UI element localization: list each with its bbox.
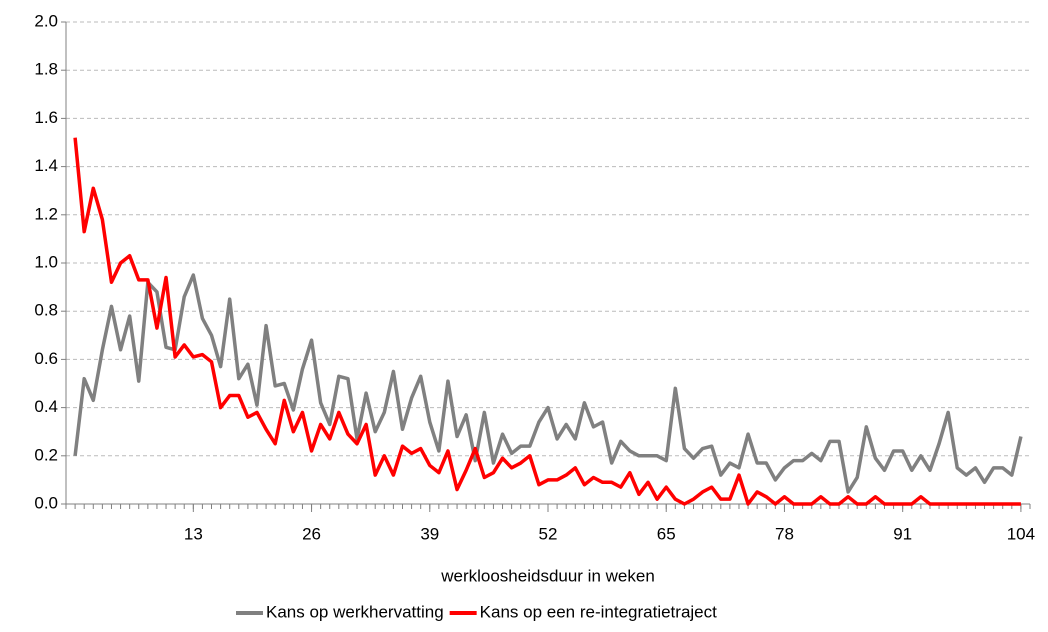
y-tick-label: 0.8 bbox=[34, 301, 58, 320]
x-tick-label: 13 bbox=[184, 524, 203, 543]
x-tick-label: 65 bbox=[657, 524, 676, 543]
x-axis-label: werkloosheidsduur in weken bbox=[440, 566, 655, 585]
series-line bbox=[73, 273, 1023, 494]
y-tick-label: 1.0 bbox=[34, 252, 58, 271]
x-tick-label: 39 bbox=[420, 524, 439, 543]
series-line bbox=[73, 137, 1021, 506]
x-tick-label: 52 bbox=[539, 524, 558, 543]
y-tick-label: 0.2 bbox=[34, 445, 58, 464]
x-tick-label: 104 bbox=[1007, 524, 1035, 543]
x-tick-label: 78 bbox=[775, 524, 794, 543]
y-tick-label: 1.4 bbox=[34, 156, 58, 175]
y-tick-label: 0.4 bbox=[34, 397, 58, 416]
legend-label: Kans op werkhervatting bbox=[266, 602, 444, 621]
y-tick-label: 0.0 bbox=[34, 493, 58, 512]
y-tick-label: 1.2 bbox=[34, 204, 58, 223]
y-tick-label: 1.8 bbox=[34, 60, 58, 79]
x-tick-label: 26 bbox=[302, 524, 321, 543]
y-tick-label: 2.0 bbox=[34, 11, 58, 30]
y-tick-label: 1.6 bbox=[34, 108, 58, 127]
y-tick-label: 0.6 bbox=[34, 349, 58, 368]
x-tick-label: 91 bbox=[893, 524, 912, 543]
legend-label: Kans op een re-integratietraject bbox=[480, 602, 717, 621]
